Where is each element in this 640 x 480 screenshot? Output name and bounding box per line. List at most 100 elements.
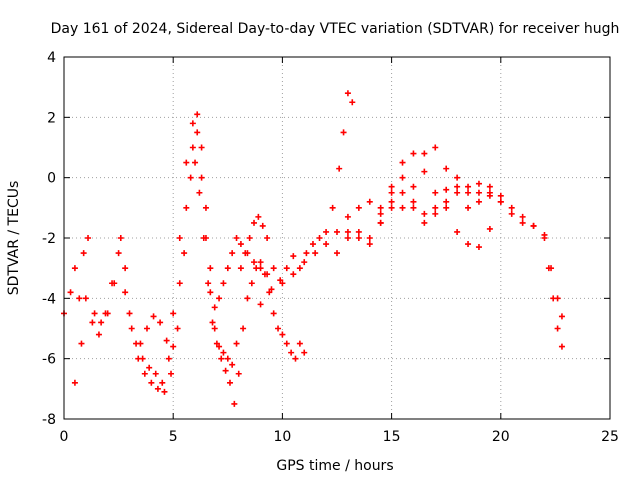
data-point [519,219,526,226]
data-point [399,174,406,181]
data-point [67,289,74,296]
data-point [432,210,439,217]
data-point [366,198,373,205]
data-point [301,259,308,266]
data-point [226,379,233,386]
data-point [443,186,450,193]
data-point [198,174,205,181]
data-point [257,301,264,308]
data-point [165,355,172,362]
data-point [465,183,472,190]
ticks-layer: 0 5 10 15 20 25 -8 -6 -4 -2 0 2 4 [42,50,619,445]
data-point [154,385,161,392]
data-point [229,361,236,368]
data-point [207,265,214,272]
series-track-6 [344,189,493,251]
data-point [220,280,227,287]
data-point [205,280,212,287]
data-point [76,295,83,302]
data-point [541,235,548,241]
y-tick-label: 4 [47,50,56,66]
data-point [146,364,153,371]
data-point [168,370,175,377]
data-point [558,313,565,320]
data-point [78,340,85,347]
data-point [275,325,282,332]
data-point [240,325,247,332]
data-point [268,286,275,293]
data-point [170,343,177,350]
data-point [410,204,417,211]
data-point [432,189,439,196]
data-point [279,280,286,287]
data-point [410,150,417,157]
data-point [475,180,482,187]
data-point [443,198,450,205]
data-point [187,174,194,181]
data-point [497,198,504,205]
data-point [283,340,290,347]
data-point [508,204,515,211]
data-point [174,325,181,332]
data-point [196,189,203,196]
data-point [366,235,373,241]
data-point [207,289,214,296]
data-point [253,265,260,272]
data-point [135,355,142,362]
data-point [213,340,220,347]
data-point [248,280,255,287]
data-point [454,174,461,181]
data-point [432,204,439,211]
data-point [148,379,155,386]
chart-title: Day 161 of 2024, Sidereal Day-to-day VTE… [51,21,620,37]
data-point [558,343,565,350]
data-point [344,213,351,220]
data-point [309,241,316,248]
data-point [257,259,264,266]
data-point [95,331,102,338]
data-point [290,253,297,260]
data-point [71,265,78,272]
x-tick-label: 0 [60,429,69,445]
data-point [323,241,330,248]
data-point [233,340,240,347]
data-point [259,222,266,229]
data-point [301,349,308,356]
data-point [251,259,258,266]
data-point [334,228,340,235]
y-tick-label: -4 [42,291,56,307]
data-point [530,222,537,229]
data-point [161,388,168,395]
data-point [421,219,428,226]
data-point [80,250,87,257]
data-point [292,355,299,362]
data-point [283,265,290,272]
data-point [264,235,271,241]
data-point [465,204,472,211]
data-point [508,210,515,217]
data-point [89,319,96,326]
data-point [176,235,183,241]
data-point [454,228,461,235]
data-point [421,150,428,157]
series-track-2 [71,159,308,407]
data-point [202,204,209,211]
data-point [279,331,286,338]
data-point [183,204,190,211]
y-tick-label: -8 [42,412,56,428]
data-point [194,129,201,136]
grid-layer [64,57,610,419]
data-point [235,370,242,377]
data-point [152,370,159,377]
data-point [261,271,268,278]
data-point [222,367,229,374]
data-point [192,159,199,166]
data-point [475,198,482,205]
data-point [421,210,428,217]
data-point [443,204,450,211]
data-point [150,313,157,320]
data-point [216,295,223,302]
data-point [218,355,225,362]
data-point [237,241,244,248]
